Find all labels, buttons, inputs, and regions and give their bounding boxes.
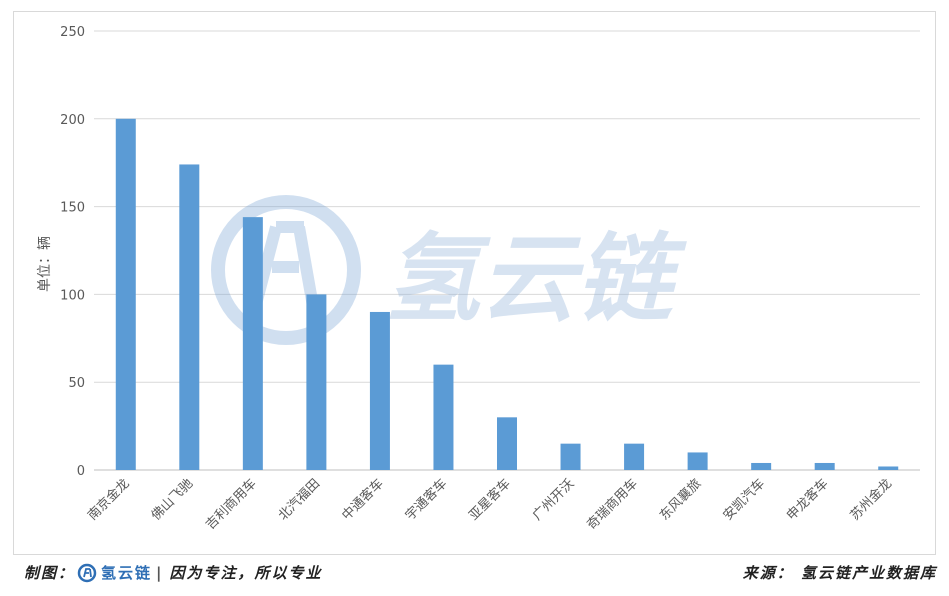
x-tick-label: 北汽福田 <box>276 476 323 523</box>
x-tick-label: 申龙客车 <box>783 476 831 524</box>
footer-brand: 氢云链 <box>101 564 153 582</box>
x-tick-label: 中通客车 <box>339 476 387 524</box>
y-tick-label: 50 <box>68 376 85 391</box>
x-tick-label: 吉利商用车 <box>202 476 259 533</box>
bars <box>115 118 899 471</box>
y-tick-label: 200 <box>60 113 85 128</box>
bar <box>751 462 772 470</box>
footer: 制图： 氢云链 | 因为专注，所以专业 来源： 氢云链产业数据库 <box>0 556 949 596</box>
x-tick-label: 广州开沃 <box>530 476 577 523</box>
y-tick-label: 100 <box>60 288 85 303</box>
x-tick-label: 南京金龙 <box>85 476 133 524</box>
bar <box>687 452 708 470</box>
bar <box>115 118 136 471</box>
bar <box>497 417 517 470</box>
x-axis-labels: 南京金龙 佛山飞驰 吉利商用车 北汽福田 中通客车 宇通客车 亚星客车 广州开沃 奇瑞商用车 东风… <box>85 476 896 533</box>
brand-logo-icon <box>77 563 97 582</box>
footer-separator: | <box>156 563 164 582</box>
x-tick-label: 东风襄旅 <box>656 476 704 524</box>
footer-slogan: 因为专注，所以专业 <box>169 564 323 582</box>
y-axis-label: 单位：辆 <box>37 236 53 292</box>
x-tick-label: 安凯汽车 <box>720 476 768 524</box>
bar <box>433 364 454 470</box>
y-tick-label: 250 <box>60 25 85 40</box>
bar <box>242 217 263 470</box>
footer-prefix: 制图： <box>24 564 76 582</box>
grid-lines <box>94 30 920 471</box>
bar <box>814 462 835 470</box>
x-tick-label: 苏州金龙 <box>847 476 895 524</box>
bar <box>560 443 581 470</box>
watermark: 氢云链 <box>211 195 687 345</box>
bar-chart: 氢云链 0 50 100 150 200 250 南京金龙 佛山飞驰 吉利商用车 北汽福田 中通客… <box>37 25 920 533</box>
footer-credit: 制图： 氢云链 | 因为专注，所以专业 <box>24 562 323 583</box>
x-tick-label: 奇瑞商用车 <box>584 476 641 533</box>
bar <box>179 164 200 470</box>
bar <box>624 443 645 470</box>
footer-source: 来源： 氢云链产业数据库 <box>742 564 937 582</box>
chart-frame: 氢云链 0 50 100 150 200 250 南京金龙 佛山飞驰 吉利商用车 北汽福田 中通客… <box>13 11 936 555</box>
y-tick-label: 0 <box>77 464 85 479</box>
y-axis-ticks: 0 50 100 150 200 250 <box>60 25 85 479</box>
watermark-logo-mark <box>248 221 320 314</box>
bar <box>306 294 327 470</box>
x-tick-label: 宇通客车 <box>402 476 450 524</box>
x-tick-label: 佛山飞驰 <box>149 476 196 523</box>
x-tick-label: 亚星客车 <box>466 476 514 524</box>
y-tick-label: 150 <box>60 201 85 216</box>
bar <box>369 311 390 470</box>
watermark-logo-icon <box>211 195 361 345</box>
watermark-text: 氢云链 <box>384 223 687 335</box>
bar <box>878 466 899 470</box>
